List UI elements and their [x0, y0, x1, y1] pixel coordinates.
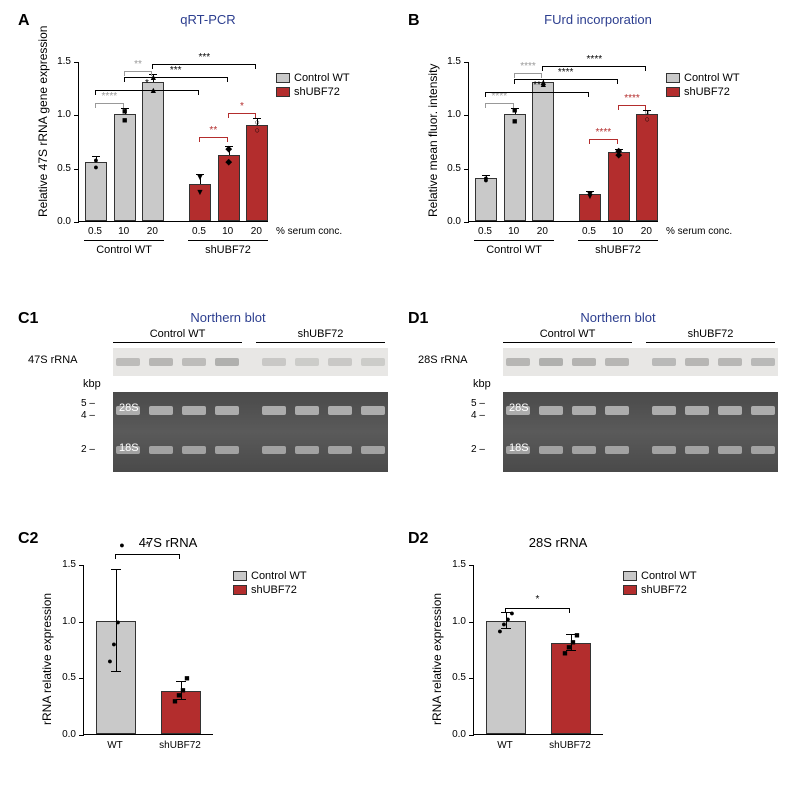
y-axis-label: Relative 47S rRNA gene expression	[36, 57, 50, 217]
bar-chart: ●●●●■■■■	[83, 565, 213, 735]
panel-d2: D228S rRNA●●●●■■■■rRNA relative expressi…	[408, 530, 778, 780]
y-axis-label: Relative mean fluor. intensity	[426, 57, 440, 217]
bar	[142, 82, 164, 221]
panel-b: BFUrd incorporation●●■■▲▲▼▼◆◆○○Relative …	[408, 12, 778, 297]
legend: Control WTshUBF72	[623, 570, 697, 598]
bar	[114, 114, 136, 221]
gel	[503, 392, 778, 472]
panel-d1: D1Northern blotControl WTshUBF7228S rRNA…	[408, 310, 778, 510]
bar	[246, 125, 268, 221]
panel-c2: C247S rRNA●●●●■■■■rRNA relative expressi…	[18, 530, 388, 780]
gel	[113, 392, 388, 472]
legend: Control WTshUBF72	[276, 72, 350, 100]
panel-c1: C1Northern blotControl WTshUBF7247S rRNA…	[18, 310, 388, 510]
bar	[504, 114, 526, 221]
northern-blot	[113, 348, 388, 376]
legend: Control WTshUBF72	[233, 570, 307, 598]
bar	[608, 152, 630, 221]
bar	[636, 114, 658, 221]
legend: Control WTshUBF72	[666, 72, 740, 100]
bar-chart: ●●●●■■■■	[473, 565, 603, 735]
northern-blot	[503, 348, 778, 376]
bar	[532, 82, 554, 221]
panel-a: AqRT-PCR●●■■▲▲▼▼◆◆○○Relative 47S rRNA ge…	[18, 12, 388, 297]
